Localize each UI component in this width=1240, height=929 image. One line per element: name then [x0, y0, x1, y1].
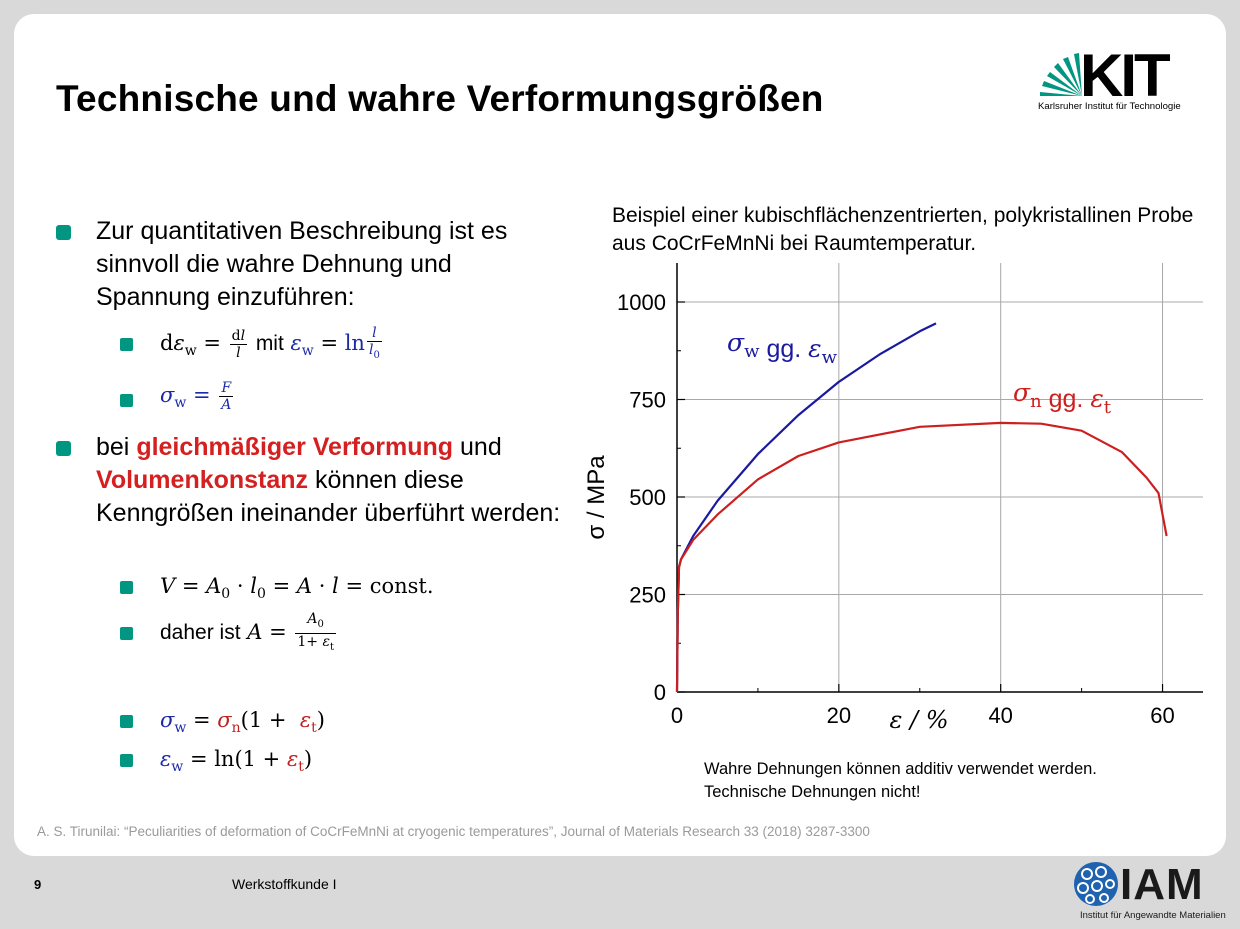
- sub-bullet-marker: [120, 394, 133, 407]
- iam-subtitle: Institut für Angewandte Materialien: [1080, 910, 1226, 921]
- x-axis-label: ε / %: [889, 706, 948, 734]
- sub-bullet-marker: [120, 627, 133, 640]
- x-tick-label: 0: [671, 703, 683, 728]
- series-line-engineering: [675, 421, 1168, 693]
- daher-ist-label: daher ist: [160, 620, 241, 644]
- y-tick-label: 500: [629, 485, 666, 510]
- bullet-text-1: Zur quantitativen Beschreibung ist es si…: [96, 217, 508, 311]
- sub-bullet-marker: [120, 581, 133, 594]
- x-tick-label: 60: [1150, 703, 1174, 728]
- y-tick-label: 250: [629, 583, 666, 608]
- iam-logo-icon: [1074, 862, 1118, 906]
- reference-citation: A. S. Tirunilai: “Peculiarities of defor…: [37, 824, 870, 839]
- y-tick-label: 750: [629, 388, 666, 413]
- kit-subtitle: Karlsruher Institut für Technologie: [1038, 101, 1181, 112]
- formula-volume-constancy: V = A0 · l0 = A · l = const.: [160, 574, 434, 603]
- series-label-engineering: σn gg. εt: [1013, 378, 1112, 418]
- series-line-true: [675, 322, 937, 693]
- mit-label: mit: [255, 331, 284, 355]
- bullet-text-2: bei gleichmäßiger Verformung und Volumen…: [96, 433, 561, 527]
- series-label-true: σw gg. εw: [727, 328, 838, 368]
- course-name: Werkstoffkunde I: [232, 876, 337, 892]
- sub-bullet-marker: [120, 754, 133, 767]
- page-number: 9: [34, 877, 42, 892]
- x-tick-label: 20: [827, 703, 851, 728]
- formula-true-strain-conversion: εw = ln(1 + εt): [160, 747, 313, 776]
- bullet-marker: [56, 441, 71, 456]
- note-line-1: Wahre Dehnungen können additiv verwendet…: [704, 760, 1097, 778]
- y-tick-label: 0: [654, 680, 666, 705]
- formula-area: daher ist A = A0 1+ εt: [160, 611, 336, 653]
- y-axis-label: σ / MPa: [583, 455, 610, 540]
- sub-bullet-marker: [120, 338, 133, 351]
- highlight-volume-constancy: Volumenkonstanz: [96, 466, 309, 494]
- note-line-2: Technische Dehnungen nicht!: [704, 783, 921, 801]
- slide: [14, 14, 1226, 856]
- x-tick-label: 40: [988, 703, 1012, 728]
- chart-caption: Beispiel einer kubischflächenzentrierten…: [612, 204, 1194, 255]
- kit-logo: KIT: [1040, 42, 1173, 109]
- sub-bullet-marker: [120, 715, 133, 728]
- highlight-uniform-deformation: gleichmäßiger Verformung: [136, 433, 454, 461]
- page-title: Technische und wahre Verformungsgrößen: [56, 78, 824, 119]
- stress-strain-chart: 0 250 500 750 1000 0 20 40 60 ε / % σ / MPa σw gg. …: [583, 263, 1203, 734]
- kit-logo-text: KIT: [1080, 42, 1170, 109]
- formula-true-stress-conversion: σw = σn(1 + εt): [160, 708, 325, 737]
- iam-logo-text: IAM: [1120, 860, 1204, 909]
- bullet-marker: [56, 225, 71, 240]
- note-text: Wahre Dehnungen können additiv verwendet…: [704, 758, 1097, 804]
- formula-strain-definition: dεw = dl l mit εw = ln l l0: [160, 325, 382, 361]
- y-tick-label: 1000: [617, 290, 666, 315]
